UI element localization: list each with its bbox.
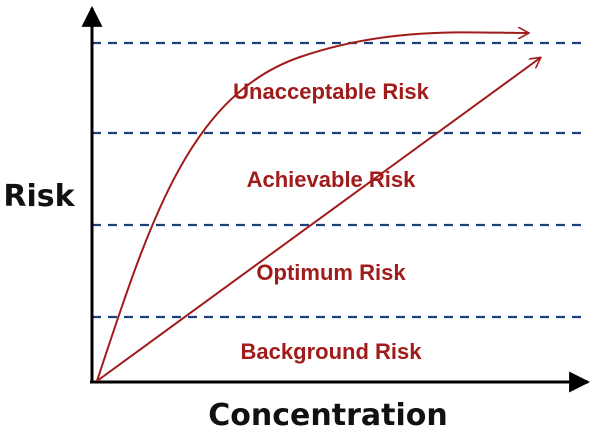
- zone-label-background: Background Risk: [241, 339, 423, 364]
- saturating-risk-curve: [96, 32, 528, 382]
- zone-label-optimum: Optimum Risk: [256, 260, 406, 285]
- y-axis-title: Risk: [3, 179, 75, 214]
- zone-label-unacceptable: Unacceptable Risk: [233, 79, 429, 104]
- zone-boundaries: [92, 41, 583, 319]
- zone-label-achievable: Achievable Risk: [247, 167, 417, 192]
- linear-risk-line: [96, 58, 540, 382]
- x-axis-title: Concentration: [208, 398, 447, 433]
